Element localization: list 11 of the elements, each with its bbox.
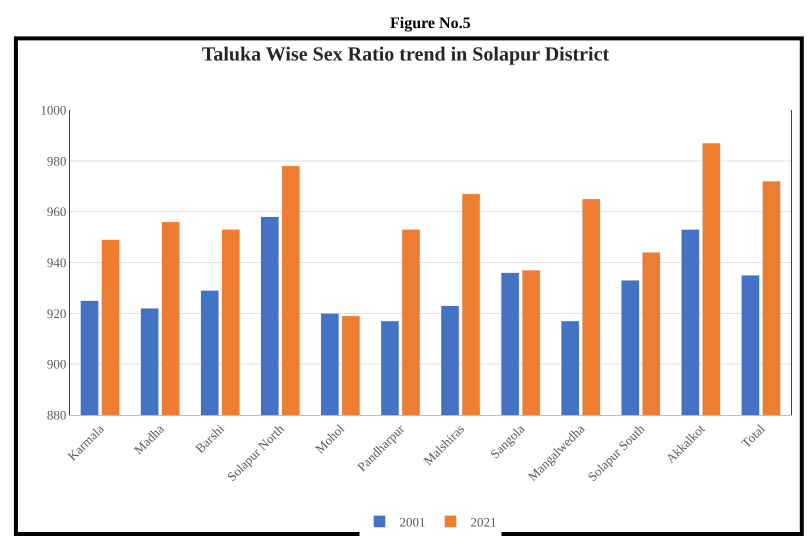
y-tick-label: 960 [46, 204, 66, 220]
y-tick-label: 880 [46, 408, 66, 423]
y-tick-label: 920 [46, 306, 66, 321]
y-tick-label: 1000 [40, 102, 66, 118]
chart-title: Taluka Wise Sex Ratio trend in Solapur District [202, 44, 610, 66]
y-tick-label: 940 [46, 255, 66, 270]
legend-label: 2021 [470, 514, 496, 530]
y-tick-label: 980 [46, 153, 66, 168]
legend-label: 2001 [400, 514, 426, 530]
y-tick-label: 900 [46, 356, 66, 372]
text: Figure No.5 [390, 15, 471, 32]
